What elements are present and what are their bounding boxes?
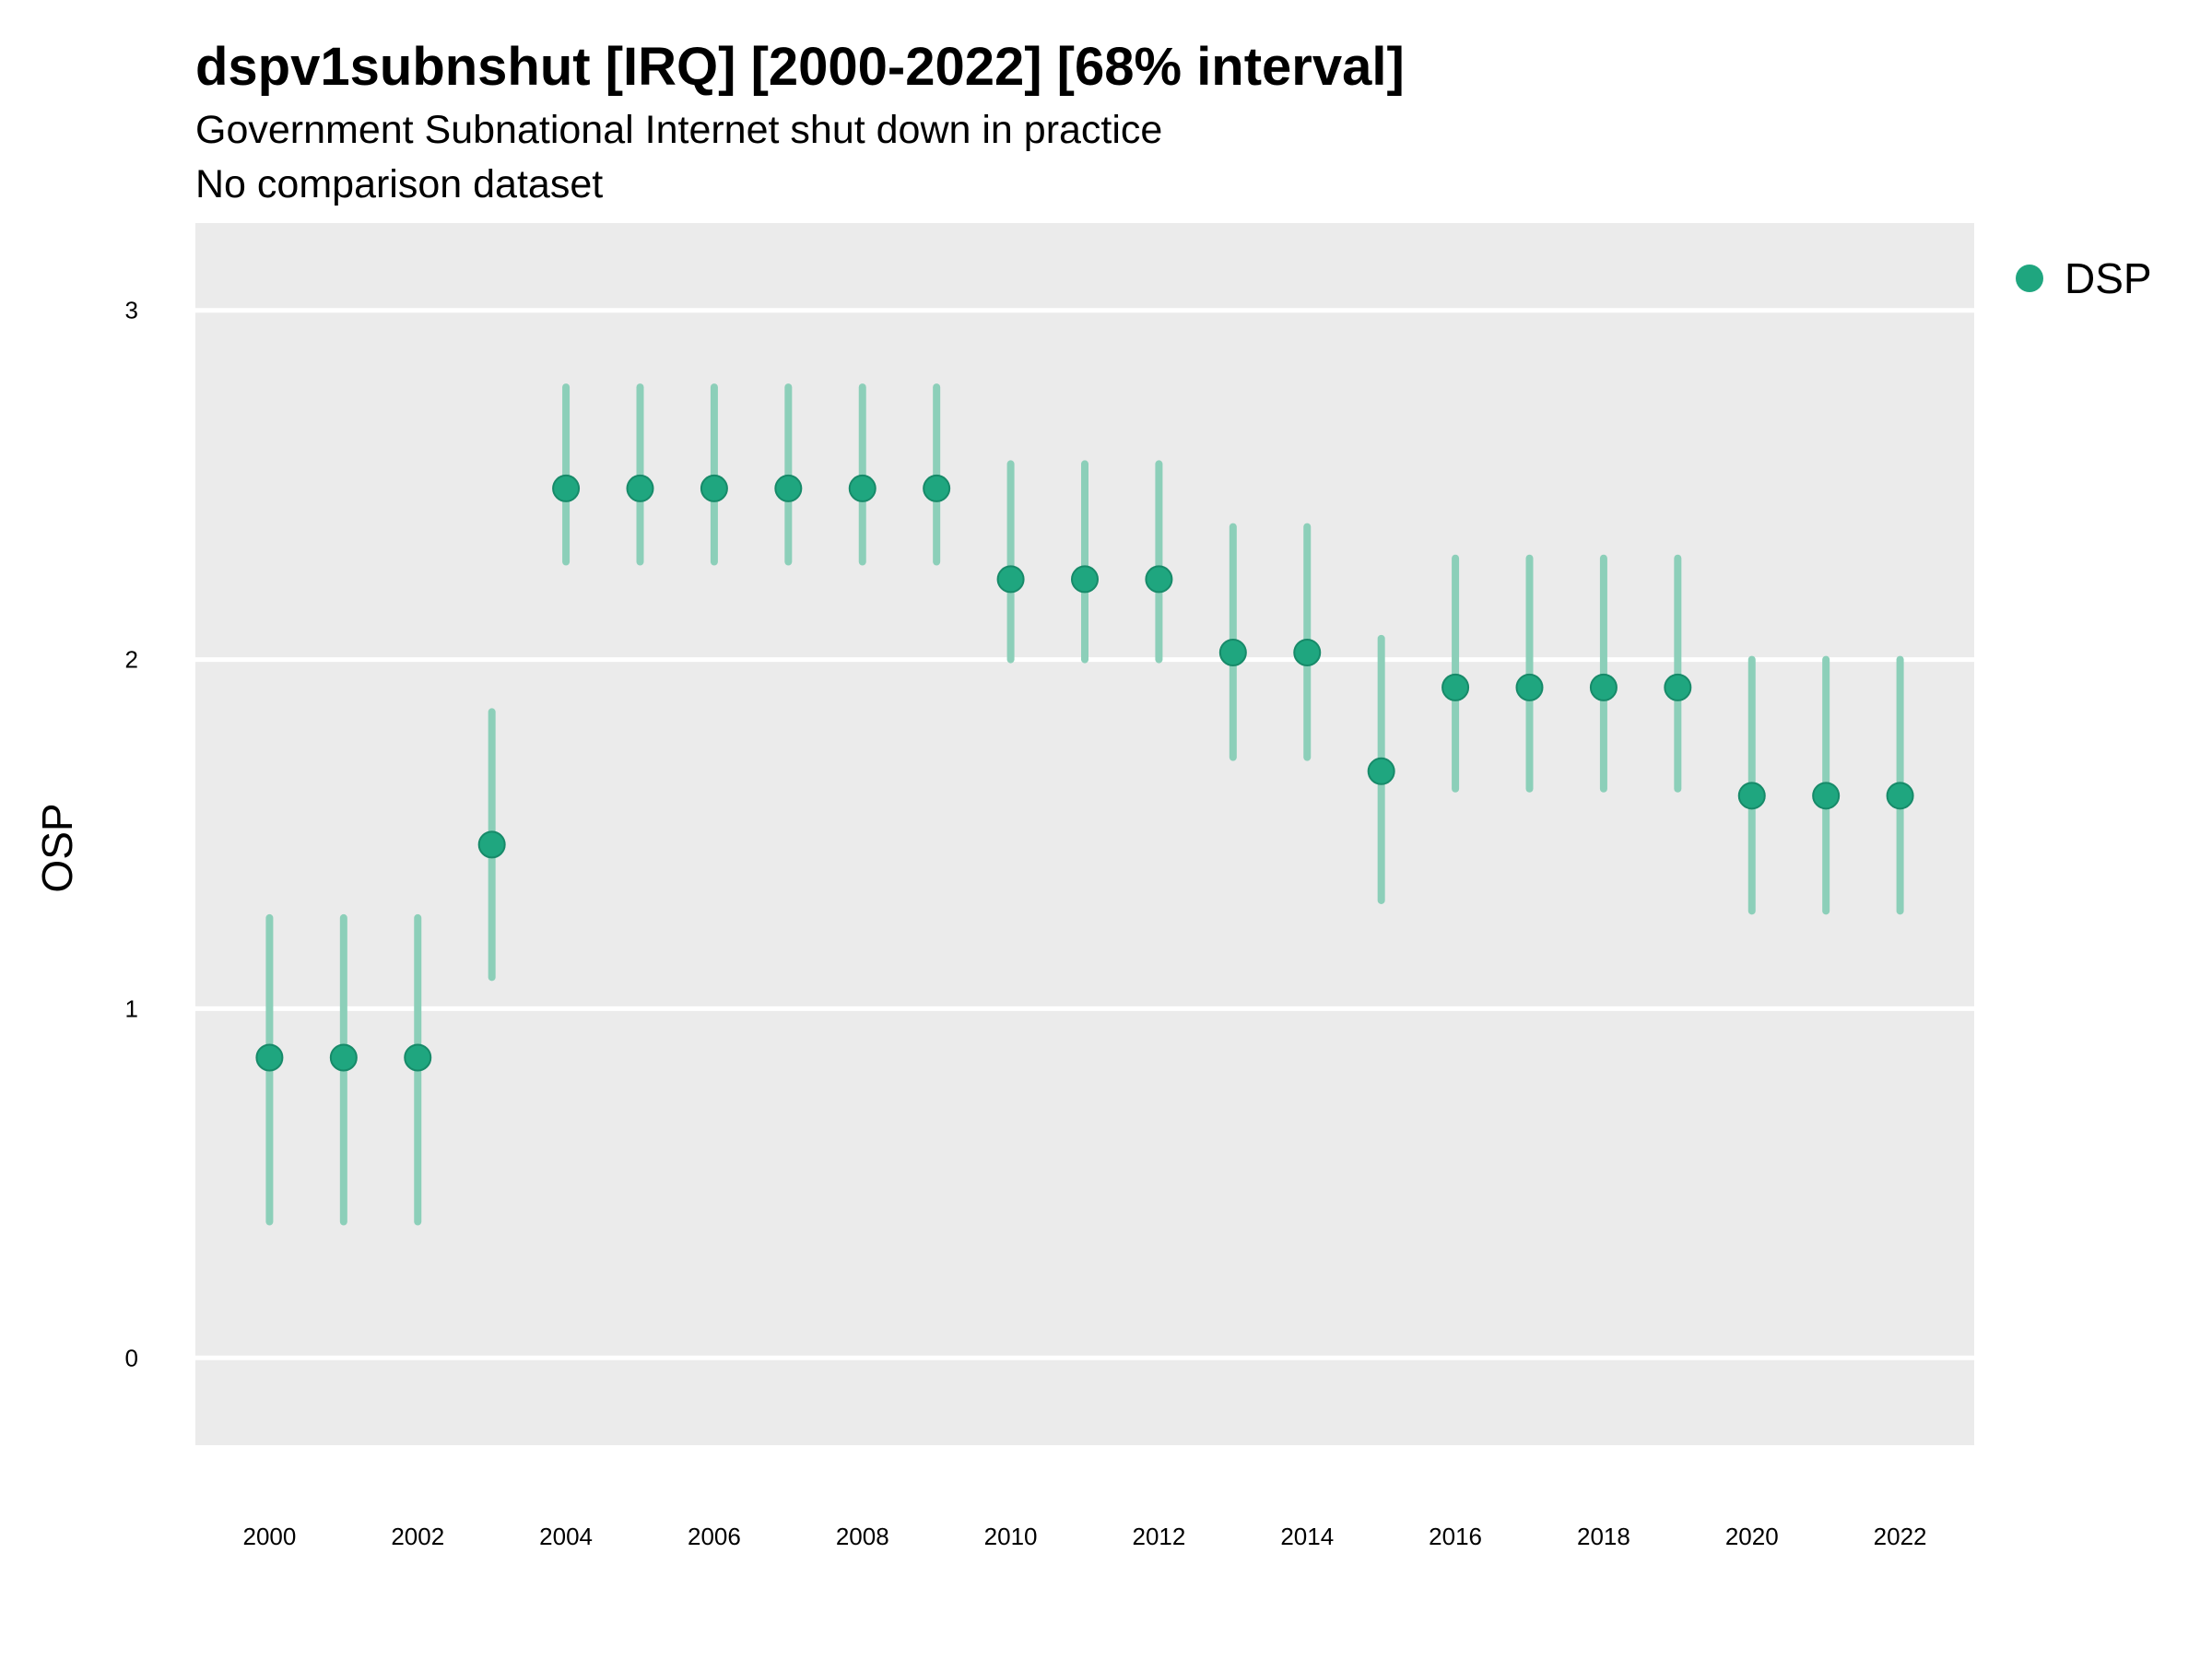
x-tick-label: 2010 xyxy=(984,1523,1038,1550)
legend-label-dsp: DSP xyxy=(2065,254,2152,302)
data-points xyxy=(255,474,1914,1072)
data-point xyxy=(255,1043,284,1072)
data-point xyxy=(1664,673,1692,701)
x-tick-label: 2014 xyxy=(1280,1523,1334,1550)
data-point xyxy=(996,565,1025,594)
legend-swatch-dsp xyxy=(2016,265,2043,292)
x-axis-ticks: 2000 2002 2004 2006 2008 2010 2012 2014 2016 2018… xyxy=(242,1523,1926,1550)
x-tick-label: 2018 xyxy=(1577,1523,1630,1550)
x-tick-label: 2012 xyxy=(1132,1523,1185,1550)
y-axis-label: OSP xyxy=(33,803,81,892)
y-tick-label: 3 xyxy=(125,297,138,324)
data-point xyxy=(552,474,581,502)
data-point xyxy=(1293,638,1322,666)
data-point xyxy=(923,474,951,502)
data-point xyxy=(477,830,506,859)
x-tick-label: 2008 xyxy=(836,1523,889,1550)
x-tick-label: 2000 xyxy=(242,1523,296,1550)
data-point xyxy=(1589,673,1618,701)
x-tick-label: 2006 xyxy=(688,1523,741,1550)
data-point xyxy=(1367,757,1395,785)
chart-title: dspv1subnshut [IRQ] [2000-2022] [68% int… xyxy=(195,37,1405,97)
y-tick-label: 1 xyxy=(125,994,138,1022)
data-point xyxy=(329,1043,358,1072)
y-tick-label: 2 xyxy=(125,646,138,674)
x-tick-label: 2004 xyxy=(539,1523,593,1550)
x-tick-label: 2022 xyxy=(1874,1523,1927,1550)
y-tick-label: 0 xyxy=(125,1344,138,1371)
chart-subtitle: Government Subnational Internet shut dow… xyxy=(195,108,1162,152)
data-point xyxy=(1515,673,1544,701)
legend: DSP xyxy=(2016,254,2152,302)
plot-panel xyxy=(195,223,1974,1445)
data-point xyxy=(774,474,803,502)
y-axis-ticks: 0 1 2 3 xyxy=(125,297,138,1372)
x-tick-label: 2016 xyxy=(1429,1523,1482,1550)
data-point xyxy=(1886,782,1914,810)
data-point xyxy=(1218,638,1247,666)
x-tick-label: 2002 xyxy=(391,1523,444,1550)
chart-subtitle-2: No comparison dataset xyxy=(195,162,603,206)
data-point xyxy=(626,474,654,502)
data-point xyxy=(1812,782,1841,810)
data-point xyxy=(1145,565,1173,594)
data-point xyxy=(700,474,728,502)
data-point xyxy=(404,1043,432,1072)
data-point xyxy=(848,474,877,502)
data-point xyxy=(1071,565,1099,594)
data-point xyxy=(1441,673,1470,701)
data-point xyxy=(1737,782,1766,810)
x-tick-label: 2020 xyxy=(1725,1523,1779,1550)
